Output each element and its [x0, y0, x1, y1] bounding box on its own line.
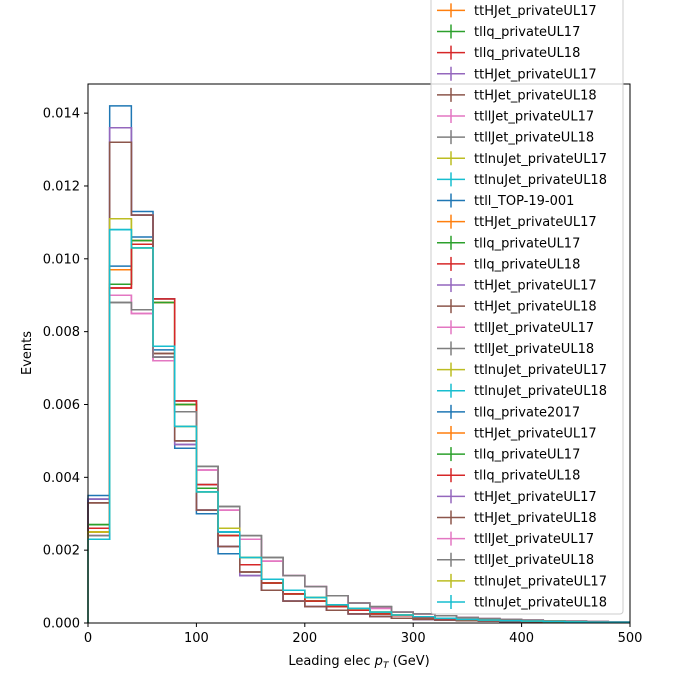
legend-entry: tllq_privateUL18 — [437, 45, 580, 61]
y-tick-label: 0.000 — [43, 617, 80, 632]
x-axis-label-main: Leading elec — [288, 654, 374, 669]
legend-label: ttllJet_privateUL18 — [474, 553, 594, 568]
x-axis-label: Leading elec pT (GeV) — [288, 654, 429, 671]
legend-entry: tllq_private2017 — [437, 404, 580, 420]
y-tick-label: 0.008 — [43, 325, 80, 340]
legend-entry: ttHJet_privateUL17 — [437, 214, 597, 230]
legend-entry: ttllJet_privateUL18 — [437, 341, 594, 357]
x-tick-label: 500 — [618, 631, 643, 646]
legend-entry: ttlnuJet_privateUL18 — [437, 172, 607, 188]
y-tick-label: 0.012 — [43, 179, 80, 194]
legend-entry: ttHJet_privateUL17 — [437, 425, 597, 441]
legend-label: ttllJet_privateUL17 — [474, 321, 594, 336]
x-axis-label-math: p — [374, 654, 383, 669]
legend-label: ttllJet_privateUL18 — [474, 131, 594, 146]
y-tick-label: 0.010 — [43, 252, 80, 267]
legend-entry: ttlnuJet_privateUL17 — [437, 151, 607, 167]
legend-label: ttHJet_privateUL17 — [474, 215, 597, 230]
legend-entry: tllq_privateUL17 — [437, 447, 580, 463]
y-tick-label: 0.004 — [43, 471, 80, 486]
legend-entry: ttlnuJet_privateUL18 — [437, 595, 607, 611]
legend-label: ttHJet_privateUL17 — [474, 279, 597, 294]
legend-label: ttlnuJet_privateUL17 — [474, 363, 607, 378]
y-tick-label: 0.006 — [43, 398, 80, 413]
legend: ttHJet_privateUL17 tllq_privateUL17 tllq_p… — [430, 0, 624, 615]
legend-entry: ttHJet_privateUL17 — [437, 278, 597, 294]
axes-frame — [87, 83, 631, 624]
x-tick-label: 200 — [292, 631, 317, 646]
x-tick-label: 300 — [401, 631, 426, 646]
legend-label: ttlnuJet_privateUL18 — [474, 384, 607, 399]
legend-entry: tllq_privateUL17 — [437, 24, 580, 40]
legend-label: ttllJet_privateUL18 — [474, 342, 594, 357]
x-tick-label: 0 — [84, 631, 92, 646]
legend-entry: ttllJet_privateUL17 — [437, 109, 594, 125]
legend-entry: ttll_TOP-19-001 — [437, 193, 574, 209]
legend-label: ttlnuJet_privateUL18 — [474, 596, 607, 611]
legend-entry: ttllJet_privateUL18 — [437, 552, 594, 568]
legend-entry: tllq_privateUL18 — [437, 256, 580, 272]
legend-label: ttlnuJet_privateUL18 — [474, 173, 607, 188]
x-tick-label: 400 — [509, 631, 534, 646]
legend-entry: ttllJet_privateUL18 — [437, 130, 594, 146]
legend-label: tllq_privateUL17 — [474, 448, 580, 463]
legend-label: ttllJet_privateUL17 — [474, 110, 594, 125]
legend-label: tllq_privateUL18 — [474, 257, 580, 272]
legend-entry: ttllJet_privateUL17 — [437, 320, 594, 336]
legend-label: tllq_privateUL17 — [474, 236, 580, 251]
legend-label: tllq_privateUL17 — [474, 25, 580, 40]
legend-label: ttll_TOP-19-001 — [474, 194, 574, 209]
legend-entry: ttHJet_privateUL17 — [437, 489, 597, 505]
legend-entry: tllq_privateUL18 — [437, 468, 580, 484]
legend-label: tllq_private2017 — [474, 405, 580, 420]
legend-label: ttlnuJet_privateUL17 — [474, 574, 607, 589]
x-tick-label: 100 — [184, 631, 209, 646]
legend-entry: ttlnuJet_privateUL18 — [437, 383, 607, 399]
legend-label: tllq_privateUL18 — [474, 46, 580, 61]
x-axis-label-subscript: T — [383, 661, 390, 671]
legend-label: ttHJet_privateUL17 — [474, 67, 597, 82]
histogram-series-28 — [87, 228, 630, 624]
legend-label: ttHJet_privateUL18 — [474, 300, 597, 315]
legend-entry: ttHJet_privateUL18 — [437, 510, 597, 526]
legend-entry: ttHJet_privateUL17 — [437, 66, 597, 82]
legend-entry: ttHJet_privateUL18 — [437, 87, 597, 103]
legend-box — [430, 0, 624, 615]
legend-label: tllq_privateUL18 — [474, 469, 580, 484]
legend-label: ttHJet_privateUL18 — [474, 88, 597, 103]
legend-label: ttHJet_privateUL17 — [474, 426, 597, 441]
x-axis-label-unit: (GeV) — [388, 654, 429, 669]
y-axis-label: Events — [20, 331, 35, 375]
axes: 0 100 200 300 400 500 0.000 0.002 0.004 0.006 0.00… — [43, 83, 643, 646]
legend-entry: tllq_privateUL17 — [437, 235, 580, 251]
legend-label: ttHJet_privateUL17 — [474, 490, 597, 505]
legend-entry: ttlnuJet_privateUL17 — [437, 573, 607, 589]
legend-label: ttHJet_privateUL18 — [474, 511, 597, 526]
y-tick-label: 0.002 — [43, 544, 80, 559]
legend-label: ttlnuJet_privateUL17 — [474, 152, 607, 167]
legend-label: ttllJet_privateUL17 — [474, 532, 594, 547]
legend-entry: ttllJet_privateUL17 — [437, 531, 594, 547]
legend-entry: ttHJet_privateUL18 — [437, 299, 597, 315]
legend-label: ttHJet_privateUL17 — [474, 4, 597, 19]
legend-entry: ttlnuJet_privateUL17 — [437, 362, 607, 378]
plot-area — [87, 105, 630, 624]
y-tick-label: 0.014 — [43, 107, 80, 122]
legend-entry: ttHJet_privateUL17 — [437, 3, 597, 19]
